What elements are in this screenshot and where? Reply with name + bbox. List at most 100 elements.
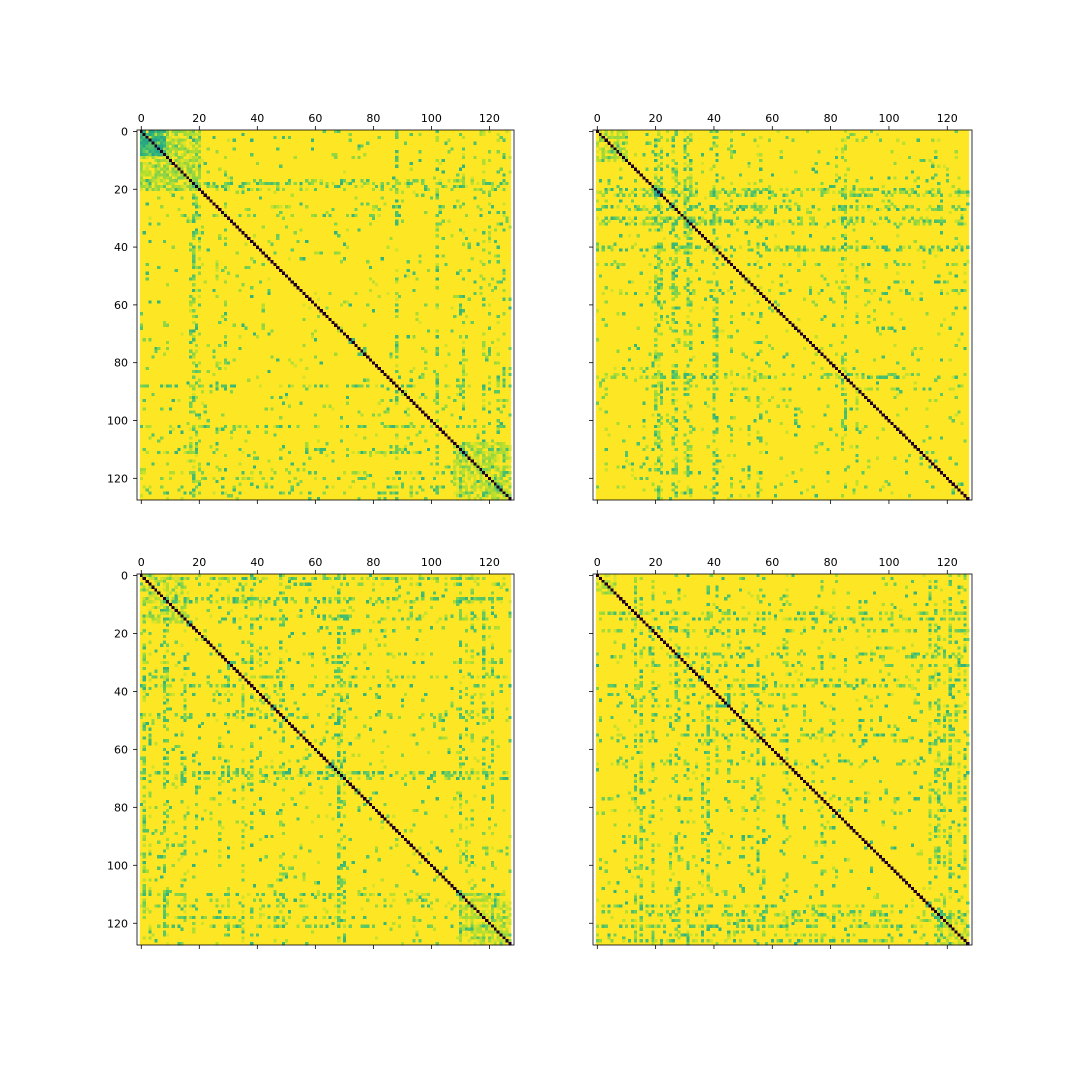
heatmap-cell bbox=[709, 488, 713, 492]
heatmap-cell bbox=[163, 158, 167, 163]
heatmap-cell bbox=[302, 631, 306, 636]
heatmap-cell bbox=[392, 205, 396, 209]
heatmap-cell bbox=[380, 184, 384, 189]
heatmap-cell bbox=[660, 283, 664, 287]
heatmap-cell bbox=[487, 182, 492, 186]
heatmap-cell bbox=[840, 341, 845, 345]
heatmap-cell bbox=[395, 335, 399, 339]
heatmap-cell bbox=[479, 132, 483, 137]
heatmap-cell bbox=[715, 335, 719, 339]
heatmap-cell bbox=[415, 312, 419, 316]
heatmap-cell bbox=[189, 144, 193, 148]
heatmap-cell bbox=[899, 245, 903, 249]
heatmap-cell bbox=[290, 384, 294, 388]
heatmap-cell bbox=[855, 390, 859, 394]
heatmap-cell bbox=[896, 138, 900, 142]
heatmap-cell bbox=[160, 597, 164, 601]
heatmap-cell bbox=[642, 462, 646, 466]
heatmap-cell bbox=[194, 153, 199, 157]
heatmap-cell bbox=[212, 372, 216, 376]
heatmap-cell bbox=[197, 176, 202, 180]
heatmap-cell bbox=[476, 436, 480, 440]
heatmap-cell bbox=[139, 170, 144, 174]
heatmap-cell bbox=[668, 257, 672, 261]
heatmap-cell bbox=[241, 658, 245, 662]
heatmap-cell bbox=[505, 482, 509, 486]
diagonal-cell bbox=[250, 239, 254, 244]
diagonal-cell bbox=[966, 497, 970, 501]
heatmap-cell bbox=[403, 410, 408, 414]
heatmap-cell bbox=[145, 660, 149, 665]
heatmap-cell bbox=[450, 576, 454, 581]
heatmap-cell bbox=[189, 150, 193, 154]
heatmap-cell bbox=[788, 288, 792, 293]
heatmap-cell bbox=[674, 419, 678, 423]
heatmap-cell bbox=[415, 193, 419, 197]
heatmap-cell bbox=[322, 130, 326, 134]
heatmap-cell bbox=[398, 182, 402, 186]
heatmap-cell bbox=[718, 288, 722, 293]
heatmap-cell bbox=[686, 153, 690, 157]
diagonal-cell bbox=[835, 367, 839, 371]
heatmap-cell bbox=[730, 393, 734, 397]
heatmap-cell bbox=[657, 303, 661, 307]
heatmap-cell bbox=[429, 605, 434, 610]
heatmap-cell bbox=[461, 471, 466, 475]
heatmap-cell bbox=[654, 176, 658, 180]
heatmap-cell bbox=[340, 179, 344, 183]
heatmap-cell bbox=[712, 228, 716, 232]
heatmap-cell bbox=[226, 184, 231, 189]
heatmap-cell bbox=[171, 184, 175, 189]
heatmap-cell bbox=[398, 447, 402, 452]
heatmap-cell bbox=[837, 176, 842, 180]
heatmap-cell bbox=[712, 450, 716, 455]
diagonal-cell bbox=[846, 378, 850, 382]
heatmap-cell bbox=[721, 176, 725, 180]
heatmap-cell bbox=[829, 297, 833, 301]
heatmap-cell bbox=[441, 254, 445, 258]
heatmap-cell bbox=[651, 364, 655, 368]
heatmap-cell bbox=[281, 401, 286, 405]
heatmap-cell bbox=[371, 485, 376, 489]
heatmap-cell bbox=[197, 424, 202, 429]
heatmap-cell bbox=[770, 222, 775, 226]
heatmap-cell bbox=[264, 407, 268, 411]
diagonal-cell bbox=[820, 352, 824, 356]
heatmap-cell bbox=[154, 130, 158, 134]
heatmap-cell bbox=[261, 306, 265, 310]
heatmap-cell bbox=[499, 468, 503, 472]
heatmap-cell bbox=[200, 597, 204, 601]
heatmap-cell bbox=[441, 485, 445, 489]
diagonal-cell bbox=[767, 300, 772, 304]
heatmap-cell bbox=[496, 375, 500, 379]
heatmap-cell bbox=[849, 216, 853, 220]
heatmap-cell bbox=[840, 436, 845, 440]
heatmap-cell bbox=[665, 320, 670, 324]
heatmap-cell bbox=[493, 456, 497, 460]
heatmap-cell bbox=[683, 471, 687, 475]
heatmap-cell bbox=[625, 187, 629, 191]
heatmap-cell bbox=[325, 442, 329, 446]
heatmap-cell bbox=[767, 190, 772, 194]
heatmap-cell bbox=[479, 485, 483, 489]
heatmap-cell bbox=[241, 190, 245, 194]
heatmap-cell bbox=[689, 262, 693, 267]
heatmap-cell bbox=[151, 433, 155, 437]
heatmap-cell bbox=[954, 208, 958, 212]
heatmap-cell bbox=[843, 482, 847, 486]
heatmap-cell bbox=[665, 262, 670, 267]
heatmap-cell bbox=[154, 349, 158, 353]
heatmap-cell bbox=[369, 600, 373, 604]
heatmap-cell bbox=[840, 288, 845, 293]
heatmap-cell bbox=[616, 205, 620, 209]
heatmap-cell bbox=[371, 208, 376, 212]
heatmap-cell bbox=[392, 597, 396, 601]
heatmap-cell bbox=[910, 297, 915, 301]
heatmap-cell bbox=[502, 153, 506, 157]
heatmap-cell bbox=[279, 574, 283, 578]
heatmap-cell bbox=[843, 193, 847, 197]
heatmap-cell bbox=[435, 187, 439, 191]
heatmap-cell bbox=[683, 144, 687, 148]
heatmap-cell bbox=[753, 216, 757, 220]
diagonal-cell bbox=[194, 629, 199, 633]
